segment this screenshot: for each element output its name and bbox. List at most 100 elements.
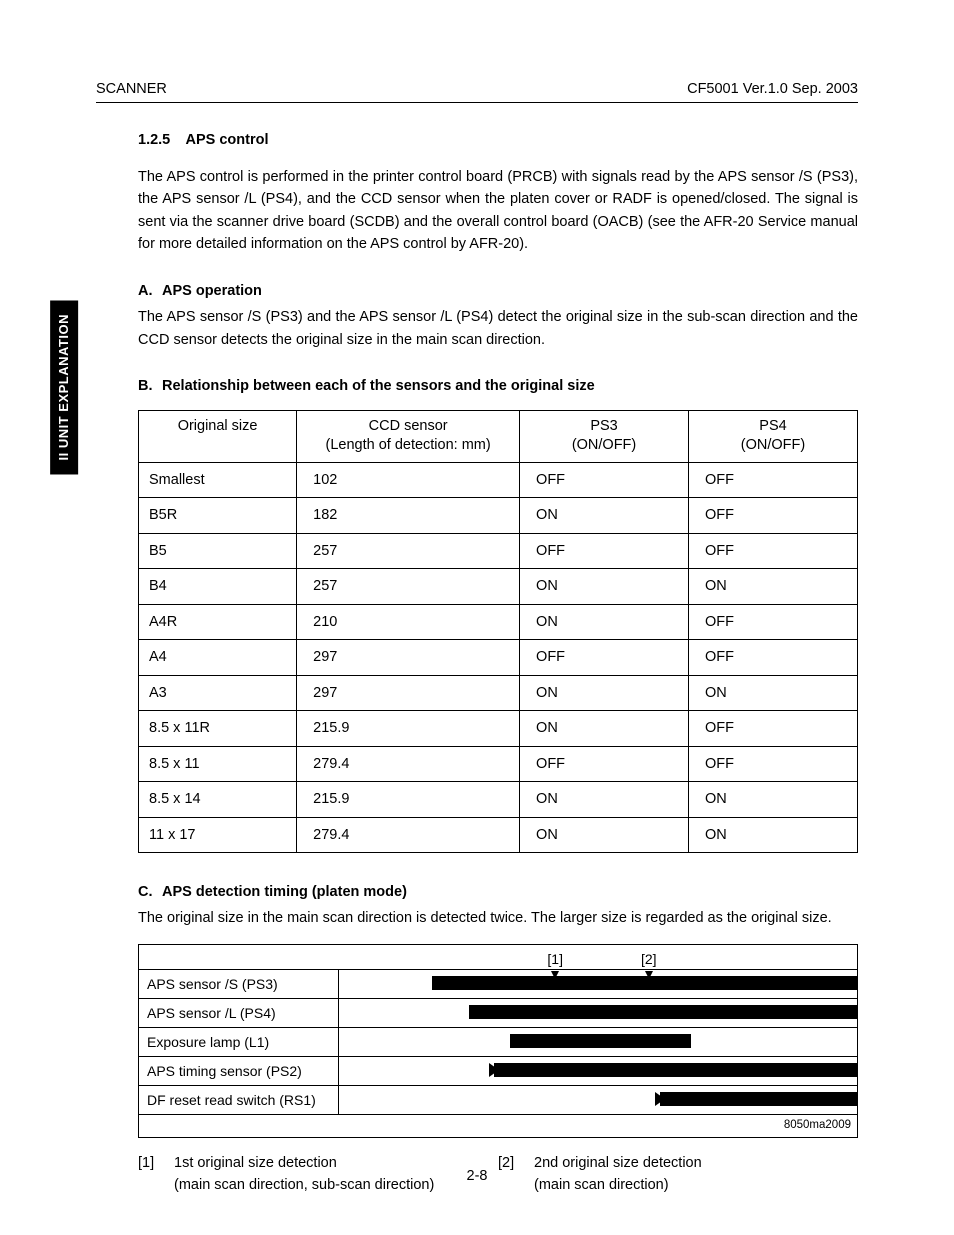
section-title: APS control — [186, 132, 269, 148]
table-cell: ON — [520, 782, 689, 817]
timing-bar — [432, 976, 857, 990]
sub-a-title: APS operation — [162, 283, 262, 299]
page-number: 2-8 — [0, 1165, 954, 1187]
table-cell: OFF — [520, 746, 689, 781]
table-header: Original size — [139, 410, 297, 462]
table-cell: ON — [520, 604, 689, 639]
table-cell: Smallest — [139, 462, 297, 497]
sub-b-title: Relationship between each of the sensors… — [162, 378, 595, 394]
table-cell: A4R — [139, 604, 297, 639]
timing-bar — [469, 1005, 858, 1019]
table-cell: B4 — [139, 569, 297, 604]
table-row: A4297OFFOFF — [139, 640, 858, 675]
timing-chart: [1][2] APS sensor /S (PS3)APS sensor /L … — [138, 944, 858, 1138]
table-cell: OFF — [520, 640, 689, 675]
table-cell: 297 — [297, 675, 520, 710]
table-row: 8.5 x 11R215.9ONOFF — [139, 711, 858, 746]
table-cell: ON — [520, 569, 689, 604]
table-cell: OFF — [520, 462, 689, 497]
table-cell: A4 — [139, 640, 297, 675]
table-cell: 182 — [297, 498, 520, 533]
sub-a-letter: A. — [138, 280, 162, 302]
table-cell: OFF — [689, 498, 858, 533]
table-cell: 8.5 x 11 — [139, 746, 297, 781]
chart-marks: [1][2] — [139, 949, 857, 969]
chart-row: DF reset read switch (RS1) — [139, 1085, 857, 1114]
table-row: B5R182ONOFF — [139, 498, 858, 533]
table-cell: 257 — [297, 533, 520, 568]
header-right: CF5001 Ver.1.0 Sep. 2003 — [687, 78, 858, 100]
table-cell: ON — [689, 782, 858, 817]
subsection-c-heading: C.APS detection timing (platen mode) — [138, 881, 858, 903]
chart-row-label: Exposure lamp (L1) — [139, 1027, 339, 1056]
table-cell: OFF — [689, 462, 858, 497]
table-cell: 257 — [297, 569, 520, 604]
header-left: SCANNER — [96, 78, 167, 100]
table-cell: OFF — [689, 711, 858, 746]
page-header: SCANNER CF5001 Ver.1.0 Sep. 2003 — [96, 78, 858, 103]
table-cell: ON — [689, 569, 858, 604]
table-header: CCD sensor(Length of detection: mm) — [297, 410, 520, 462]
table-cell: A3 — [139, 675, 297, 710]
chart-row-track — [339, 1085, 857, 1114]
table-row: 11 x 17279.4ONON — [139, 817, 858, 852]
table-row: A4R210ONOFF — [139, 604, 858, 639]
table-cell: 8.5 x 11R — [139, 711, 297, 746]
chart-row: APS sensor /S (PS3) — [139, 969, 857, 998]
table-cell: 297 — [297, 640, 520, 675]
table-cell: 11 x 17 — [139, 817, 297, 852]
chart-row-label: DF reset read switch (RS1) — [139, 1085, 339, 1114]
table-cell: 215.9 — [297, 782, 520, 817]
timing-bar — [510, 1034, 691, 1048]
chart-row-label: APS sensor /S (PS3) — [139, 969, 339, 998]
chart-row: Exposure lamp (L1) — [139, 1027, 857, 1056]
chart-row: APS timing sensor (PS2) — [139, 1056, 857, 1085]
table-cell: 102 — [297, 462, 520, 497]
chart-row-track — [339, 1027, 857, 1056]
table-cell: ON — [689, 817, 858, 852]
timing-bar — [660, 1092, 857, 1106]
table-header: PS4(ON/OFF) — [689, 410, 858, 462]
table-row: B5257OFFOFF — [139, 533, 858, 568]
chart-row: APS sensor /L (PS4) — [139, 998, 857, 1027]
table-cell: 279.4 — [297, 746, 520, 781]
sensor-table: Original sizeCCD sensor(Length of detect… — [138, 410, 858, 853]
sub-b-letter: B. — [138, 375, 162, 397]
table-cell: ON — [520, 817, 689, 852]
table-cell: B5R — [139, 498, 297, 533]
table-cell: ON — [520, 498, 689, 533]
chart-row-track — [339, 1056, 857, 1085]
section-number: 1.2.5 — [138, 129, 182, 151]
chart-row-label: APS timing sensor (PS2) — [139, 1056, 339, 1085]
table-cell: OFF — [520, 533, 689, 568]
chart-row-label: APS sensor /L (PS4) — [139, 998, 339, 1027]
timing-arrow-icon — [655, 1092, 665, 1106]
table-row: B4257ONON — [139, 569, 858, 604]
subsection-a-heading: A.APS operation — [138, 280, 858, 302]
sub-c-text: The original size in the main scan direc… — [138, 907, 858, 929]
table-cell: B5 — [139, 533, 297, 568]
table-cell: OFF — [689, 640, 858, 675]
table-cell: OFF — [689, 746, 858, 781]
table-cell: ON — [689, 675, 858, 710]
table-cell: ON — [520, 711, 689, 746]
timing-bar — [494, 1063, 857, 1077]
table-cell: OFF — [689, 604, 858, 639]
table-cell: OFF — [689, 533, 858, 568]
table-row: A3297ONON — [139, 675, 858, 710]
table-row: 8.5 x 14215.9ONON — [139, 782, 858, 817]
table-row: Smallest102OFFOFF — [139, 462, 858, 497]
sub-c-letter: C. — [138, 881, 162, 903]
side-tab: II UNIT EXPLANATION — [50, 300, 78, 474]
table-cell: 215.9 — [297, 711, 520, 746]
chart-row-track — [339, 998, 857, 1027]
chart-row-track — [339, 969, 857, 998]
sub-c-title: APS detection timing (platen mode) — [162, 884, 407, 900]
table-header: PS3(ON/OFF) — [520, 410, 689, 462]
intro-paragraph: The APS control is performed in the prin… — [138, 166, 858, 256]
timing-arrow-icon — [489, 1063, 499, 1077]
sub-a-text: The APS sensor /S (PS3) and the APS sens… — [138, 306, 858, 351]
table-cell: 279.4 — [297, 817, 520, 852]
chart-code: 8050ma2009 — [139, 1115, 857, 1137]
table-row: 8.5 x 11279.4OFFOFF — [139, 746, 858, 781]
